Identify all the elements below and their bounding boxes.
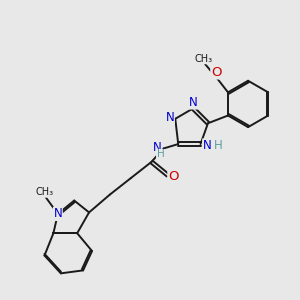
Text: N: N [203, 139, 212, 152]
Text: CH₃: CH₃ [35, 187, 53, 197]
Text: N: N [53, 207, 62, 220]
Text: CH₃: CH₃ [195, 54, 213, 64]
Text: N: N [189, 96, 197, 109]
Text: N: N [166, 111, 174, 124]
Text: O: O [168, 170, 178, 183]
Text: O: O [211, 66, 221, 79]
Text: N: N [153, 140, 162, 154]
Text: H: H [157, 149, 164, 160]
Text: H: H [213, 139, 222, 152]
